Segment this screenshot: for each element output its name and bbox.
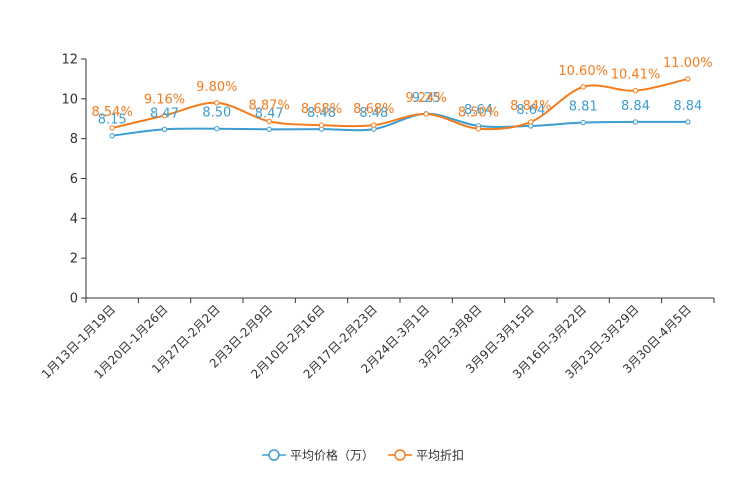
data-label: 8.84 xyxy=(621,99,650,114)
data-label: 8.84% xyxy=(510,99,551,114)
data-point[interactable] xyxy=(632,119,639,125)
y-tick-label: 0 xyxy=(70,292,78,307)
series-lines xyxy=(109,76,691,139)
legend-item-2[interactable]: 平均折扣 xyxy=(388,448,464,463)
data-point[interactable] xyxy=(109,132,115,139)
y-tick-label: 6 xyxy=(70,172,78,187)
legend-item-1[interactable]: 平均价格（万） xyxy=(262,448,374,463)
data-point[interactable] xyxy=(161,126,168,133)
data-label: 8.68% xyxy=(301,102,342,117)
data-label: 8.84 xyxy=(673,99,702,114)
data-point[interactable] xyxy=(266,118,272,125)
data-point[interactable] xyxy=(475,126,482,132)
data-point[interactable] xyxy=(580,84,586,90)
data-label: 9.24% xyxy=(406,91,447,106)
data-label: 8.47 xyxy=(150,106,179,121)
data-label: 8.64 xyxy=(516,103,545,118)
data-point[interactable] xyxy=(528,119,534,125)
data-point[interactable] xyxy=(371,122,377,128)
data-labels: 8.15 8.47 8.50 8.47 8.48 8.48 9.25 8.64 8.64 8.81… xyxy=(92,56,713,128)
series-line-2 xyxy=(111,77,689,131)
data-label: 8.48 xyxy=(359,106,388,121)
data-label: 9.80% xyxy=(196,80,237,95)
series-line-1 xyxy=(112,112,688,137)
data-label: 8.50% xyxy=(458,106,499,121)
data-label: 8.87% xyxy=(249,98,290,113)
y-tick-label: 12 xyxy=(61,53,78,68)
data-label: 9.25 xyxy=(412,91,441,106)
legend-label: 平均价格（万） xyxy=(290,448,374,463)
y-tick-label: 4 xyxy=(70,212,78,227)
data-point[interactable] xyxy=(214,126,220,132)
data-label: 8.64 xyxy=(464,103,493,118)
data-label: 10.41% xyxy=(611,68,661,83)
data-point[interactable] xyxy=(318,122,325,128)
data-point[interactable] xyxy=(266,126,272,133)
data-label: 8.81 xyxy=(569,100,598,115)
data-point[interactable] xyxy=(161,112,168,119)
data-point[interactable] xyxy=(580,119,586,126)
data-point[interactable] xyxy=(214,100,220,106)
legend-label: 平均折扣 xyxy=(416,448,464,463)
legend-marker-icon xyxy=(394,449,406,461)
data-point[interactable] xyxy=(632,87,639,94)
data-label: 8.48 xyxy=(307,106,336,121)
data-point[interactable] xyxy=(109,125,115,131)
data-label: 9.16% xyxy=(144,93,185,108)
data-label: 8.68% xyxy=(353,102,394,117)
data-label: 11.00% xyxy=(663,56,713,71)
chart-legend[interactable]: 平均价格（万） 平均折扣 xyxy=(262,448,464,463)
data-point[interactable] xyxy=(685,76,691,82)
data-label: 8.15 xyxy=(98,113,127,128)
legend-marker-icon xyxy=(268,449,280,461)
y-tick-label: 2 xyxy=(70,252,78,267)
data-point[interactable] xyxy=(685,119,691,125)
y-tick-label: 8 xyxy=(70,132,78,147)
data-point[interactable] xyxy=(423,111,429,117)
data-label: 8.54% xyxy=(92,105,133,120)
data-label: 8.50 xyxy=(202,106,231,121)
data-label: 8.47 xyxy=(255,106,284,121)
data-label: 10.60% xyxy=(558,64,608,79)
y-tick-label: 10 xyxy=(61,92,78,107)
